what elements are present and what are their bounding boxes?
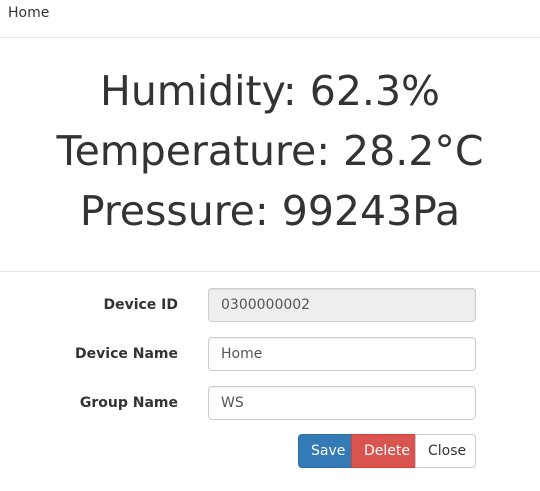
save-button[interactable]: Save: [298, 434, 352, 468]
delete-button[interactable]: Delete: [351, 434, 416, 468]
device-id-field: [208, 288, 476, 322]
device-name-field[interactable]: [208, 337, 476, 371]
header: Home: [0, 0, 540, 38]
device-form: Device ID Device Name Group Name Save De…: [0, 272, 540, 491]
device-name-row: Device Name: [0, 337, 540, 371]
device-id-label: Device ID: [103, 297, 178, 313]
page-title: Home: [8, 5, 50, 21]
close-button[interactable]: Close: [415, 434, 476, 468]
sensor-readings: Humidity: 62.3% Temperature: 28.2°C Pres…: [0, 61, 540, 272]
group-name-row: Group Name: [0, 386, 540, 420]
temperature-reading: Temperature: 28.2°C: [56, 127, 484, 175]
button-group: Save Delete Close: [298, 434, 476, 468]
device-id-row: Device ID: [0, 288, 540, 322]
humidity-reading: Humidity: 62.3%: [99, 67, 440, 115]
group-name-field[interactable]: [208, 386, 476, 420]
device-name-label: Device Name: [75, 346, 178, 362]
pressure-reading: Pressure: 99243Pa: [79, 187, 461, 235]
group-name-label: Group Name: [79, 395, 178, 411]
